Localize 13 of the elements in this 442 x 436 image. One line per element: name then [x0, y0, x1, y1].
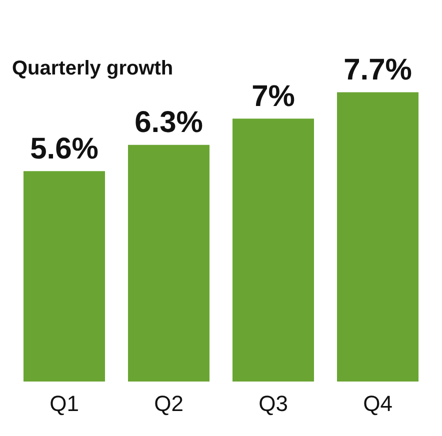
data-label: 7.7% [344, 54, 412, 87]
bar [128, 144, 210, 382]
chart-title: Quarterly growth [12, 58, 174, 80]
x-tick-label: Q3 [258, 390, 288, 416]
bar [336, 92, 419, 382]
x-tick-label: Q4 [363, 390, 392, 416]
data-label: 5.6% [30, 132, 98, 166]
data-label: 6.3% [134, 106, 203, 140]
bar [232, 118, 314, 382]
bar [23, 171, 106, 382]
data-label: 7% [252, 80, 295, 113]
x-tick-label: Q1 [50, 390, 79, 416]
x-tick-label: Q2 [154, 390, 184, 416]
